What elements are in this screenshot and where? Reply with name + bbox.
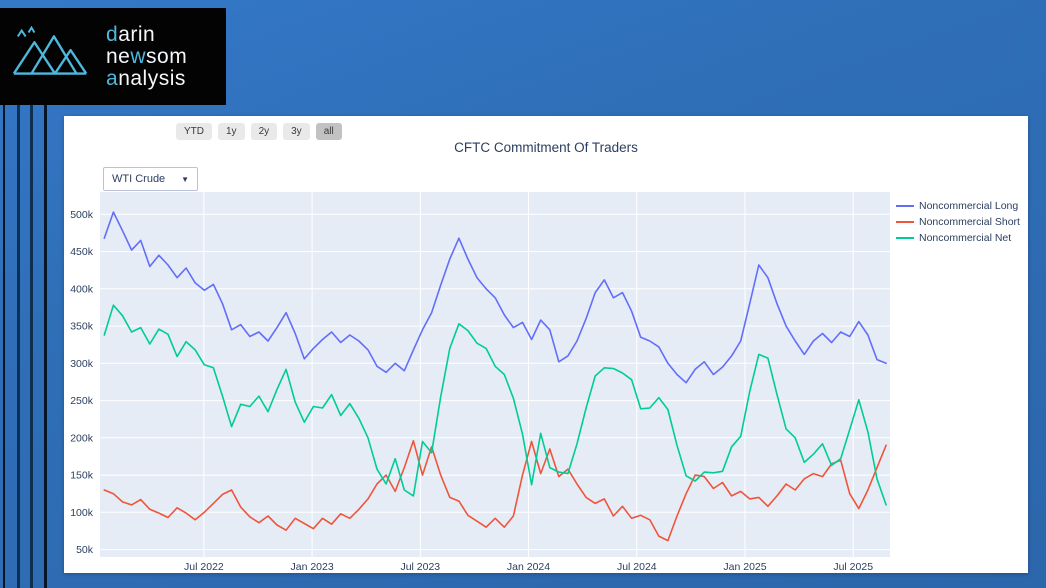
series-line-noncommercial-short[interactable] bbox=[103, 439, 887, 542]
legend-label-long: Noncommercial Long bbox=[919, 200, 1019, 212]
y-tick-label: 200k bbox=[70, 432, 94, 444]
decorative-stripe bbox=[30, 8, 33, 588]
decorative-stripe bbox=[44, 8, 47, 588]
instrument-dropdown-value: WTI Crude bbox=[112, 173, 166, 185]
x-tick-label: Jul 2022 bbox=[184, 561, 224, 573]
chart-legend: Noncommercial Long Noncommercial Short N… bbox=[896, 200, 1020, 248]
site-logo[interactable]: darin newsom analysis bbox=[0, 8, 226, 105]
range-button-1y[interactable]: 1y bbox=[218, 123, 245, 140]
x-tick-label: Jul 2024 bbox=[617, 561, 657, 573]
plot-area[interactable] bbox=[100, 192, 890, 557]
y-tick-label: 100k bbox=[70, 507, 94, 519]
logo-line-3: analysis bbox=[106, 66, 186, 90]
range-selector: YTD 1y 2y 3y all bbox=[176, 123, 342, 140]
decorative-stripe bbox=[3, 8, 5, 588]
decorative-stripe bbox=[17, 8, 20, 588]
gridlines bbox=[100, 192, 890, 557]
chart-card: YTD 1y 2y 3y all CFTC Commitment Of Trad… bbox=[64, 116, 1028, 573]
legend-swatch-net bbox=[896, 237, 914, 239]
axis-tick-labels: 50k 100k 150k 200k 250k 300k 350k 400k 450k 500k J… bbox=[70, 209, 873, 573]
x-tick-label: Jul 2025 bbox=[833, 561, 873, 573]
y-tick-label: 300k bbox=[70, 358, 94, 370]
cot-line-chart[interactable]: 50k 100k 150k 200k 250k 300k 350k 400k 450k 500k J… bbox=[64, 176, 1028, 573]
mountain-peaks-icon bbox=[8, 23, 96, 90]
y-tick-label: 50k bbox=[76, 544, 94, 556]
x-tick-label: Jan 2023 bbox=[290, 561, 333, 573]
logo-line-1: darin bbox=[106, 22, 156, 46]
chart-title: CFTC Commitment Of Traders bbox=[454, 140, 638, 155]
y-tick-label: 500k bbox=[70, 209, 94, 221]
legend-swatch-short bbox=[896, 221, 914, 223]
series-line-noncommercial-long[interactable] bbox=[103, 211, 887, 384]
y-tick-label: 450k bbox=[70, 246, 94, 258]
logo-text: darin newsom analysis bbox=[106, 22, 188, 90]
x-tick-label: Jan 2025 bbox=[723, 561, 766, 573]
legend-label-short: Noncommercial Short bbox=[919, 216, 1020, 228]
y-tick-label: 150k bbox=[70, 470, 94, 482]
range-button-all[interactable]: all bbox=[315, 123, 342, 140]
legend-swatch-long bbox=[896, 205, 914, 207]
legend-item-noncommercial-long[interactable]: Noncommercial Long bbox=[896, 200, 1020, 212]
legend-item-noncommercial-net[interactable]: Noncommercial Net bbox=[896, 232, 1020, 244]
logo-line-2: newsom bbox=[106, 44, 188, 68]
range-button-3y[interactable]: 3y bbox=[283, 123, 310, 140]
range-button-ytd[interactable]: YTD bbox=[176, 123, 212, 140]
series-line-noncommercial-net[interactable] bbox=[103, 304, 887, 506]
chevron-down-icon: ▼ bbox=[181, 174, 189, 184]
range-button-2y[interactable]: 2y bbox=[250, 123, 278, 140]
x-tick-label: Jan 2024 bbox=[507, 561, 550, 573]
y-tick-label: 250k bbox=[70, 395, 94, 407]
instrument-dropdown[interactable]: WTI Crude ▼ bbox=[103, 167, 198, 191]
legend-item-noncommercial-short[interactable]: Noncommercial Short bbox=[896, 216, 1020, 228]
legend-label-net: Noncommercial Net bbox=[919, 232, 1012, 244]
y-tick-label: 400k bbox=[70, 283, 94, 295]
x-tick-label: Jul 2023 bbox=[400, 561, 440, 573]
y-tick-label: 350k bbox=[70, 321, 94, 333]
